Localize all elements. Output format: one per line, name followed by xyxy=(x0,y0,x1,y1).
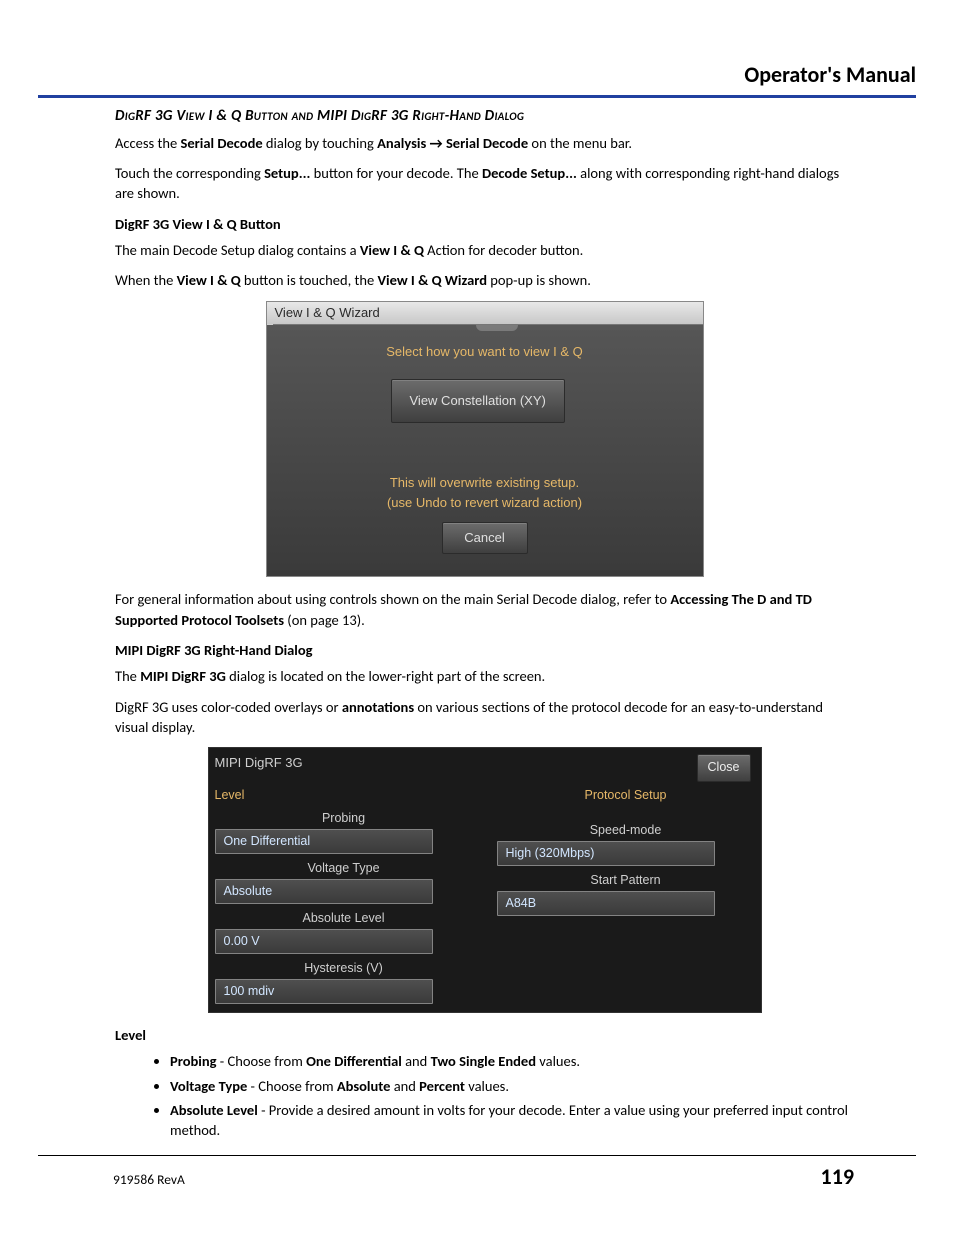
text: values. xyxy=(536,1052,580,1070)
text-bold: Percent xyxy=(419,1077,465,1095)
absolute-level-field[interactable]: 0.00 V xyxy=(215,929,433,955)
wizard-note: This will overwrite existing setup. (use… xyxy=(283,473,687,512)
text-bold: Serial Decode xyxy=(180,134,262,152)
level-list-heading: Level xyxy=(115,1025,854,1045)
text: (use Undo to revert wizard action) xyxy=(387,495,582,510)
mipi-heading: MIPI DigRF 3G Right-Hand Dialog xyxy=(115,640,854,660)
text: Touch the corresponding xyxy=(115,164,264,182)
text: values. xyxy=(465,1077,509,1095)
wizard-prompt: Select how you want to view I & Q xyxy=(283,343,687,361)
text: button is touched, the xyxy=(241,271,378,289)
text: - Provide a desired amount in volts for … xyxy=(170,1101,848,1139)
wizard-highlight xyxy=(476,325,518,331)
speed-mode-label: Speed-mode xyxy=(497,822,755,840)
text: dialog by touching xyxy=(263,134,377,152)
mipi-p2: DigRF 3G uses color-coded overlays or an… xyxy=(115,697,854,738)
text-bold: View I & Q xyxy=(360,241,424,259)
start-pattern-label: Start Pattern xyxy=(497,872,755,890)
voltage-type-label: Voltage Type xyxy=(215,860,473,878)
wizard-dialog: View I & Q Wizard Select how you want to… xyxy=(266,301,704,578)
close-button[interactable]: Close xyxy=(697,754,751,782)
text: The main Decode Setup dialog contains a xyxy=(115,241,360,259)
text-bold: Analysis → Serial Decode xyxy=(377,134,528,152)
text: dialog is located on the lower-right par… xyxy=(226,667,545,685)
text: Action for decoder button. xyxy=(424,241,583,259)
page-header: Operator's Manual xyxy=(38,60,916,98)
level-column: Level Probing One Differential Voltage T… xyxy=(215,787,473,1007)
voltage-type-field[interactable]: Absolute xyxy=(215,879,433,905)
mipi-dialog: MIPI DigRF 3G Close Level Probing One Di… xyxy=(208,747,762,1013)
text-bold: Absolute Level xyxy=(170,1101,258,1119)
text: Access the xyxy=(115,134,180,152)
text-bold: View I & Q xyxy=(177,271,241,289)
protocol-section-title: Protocol Setup xyxy=(497,787,755,805)
page-content: DigRF 3G View I & Q Button and MIPI DigR… xyxy=(0,106,954,1141)
revision-text: 919586 RevA xyxy=(38,1171,185,1190)
text-bold: Decode Setup... xyxy=(482,164,577,182)
text-bold: Two Single Ended xyxy=(431,1052,536,1070)
text: For general information about using cont… xyxy=(115,590,670,608)
list-item: Absolute Level - Provide a desired amoun… xyxy=(170,1100,854,1141)
viewiq-p1: The main Decode Setup dialog contains a … xyxy=(115,240,854,260)
text-bold: Probing xyxy=(170,1052,217,1070)
text: This will overwrite existing setup. xyxy=(390,475,579,490)
mipi-dialog-title: MIPI DigRF 3G xyxy=(215,755,303,770)
intro-p2: Touch the corresponding Setup... button … xyxy=(115,163,854,204)
text: pop-up is shown. xyxy=(487,271,591,289)
text: When the xyxy=(115,271,177,289)
text: on the menu bar. xyxy=(528,134,632,152)
view-constellation-button[interactable]: View Constellation (XY) xyxy=(391,379,565,423)
text: button for your decode. The xyxy=(310,164,482,182)
level-bullet-list: Probing - Choose from One Differential a… xyxy=(170,1051,854,1140)
probing-field[interactable]: One Differential xyxy=(215,829,433,855)
text-bold: One Differential xyxy=(306,1052,402,1070)
page-number: 119 xyxy=(821,1162,916,1193)
text-bold: View I & Q Wizard xyxy=(377,271,487,289)
text-bold: Setup... xyxy=(264,164,310,182)
hysteresis-field[interactable]: 100 mdiv xyxy=(215,979,433,1005)
text: - Choose from xyxy=(247,1077,337,1095)
wizard-body: Select how you want to view I & Q View C… xyxy=(267,325,703,577)
page-footer: 919586 RevA 119 xyxy=(38,1155,916,1193)
after-wizard-p: For general information about using cont… xyxy=(115,589,854,630)
text-bold: Absolute xyxy=(337,1077,391,1095)
list-item: Probing - Choose from One Differential a… xyxy=(170,1051,854,1071)
protocol-column: Protocol Setup Speed-mode High (320Mbps)… xyxy=(497,787,755,1007)
text: and xyxy=(402,1052,431,1070)
intro-p1: Access the Serial Decode dialog by touch… xyxy=(115,133,854,153)
text: (on page 13). xyxy=(284,611,365,629)
mipi-p1: The MIPI DigRF 3G dialog is located on t… xyxy=(115,666,854,686)
wizard-title: View I & Q Wizard xyxy=(267,302,703,325)
list-item: Voltage Type - Choose from Absolute and … xyxy=(170,1076,854,1096)
hysteresis-label: Hysteresis (V) xyxy=(215,960,473,978)
level-section-title: Level xyxy=(215,787,473,805)
page-title: Operator's Manual xyxy=(38,60,916,91)
text: The xyxy=(115,667,140,685)
text-bold: annotations xyxy=(342,698,414,716)
speed-mode-field[interactable]: High (320Mbps) xyxy=(497,841,715,867)
viewiq-heading: DigRF 3G View I & Q Button xyxy=(115,214,854,234)
text-bold: Voltage Type xyxy=(170,1077,247,1095)
probing-label: Probing xyxy=(215,810,473,828)
absolute-level-label: Absolute Level xyxy=(215,910,473,928)
section-heading: DigRF 3G View I & Q Button and MIPI DigR… xyxy=(115,106,854,127)
text: DigRF 3G uses color-coded overlays or xyxy=(115,698,342,716)
start-pattern-field[interactable]: A84B xyxy=(497,891,715,917)
cancel-button[interactable]: Cancel xyxy=(442,522,528,554)
viewiq-p2: When the View I & Q button is touched, t… xyxy=(115,270,854,290)
text-bold: MIPI DigRF 3G xyxy=(140,667,226,685)
text: - Choose from xyxy=(217,1052,307,1070)
text: and xyxy=(390,1077,419,1095)
